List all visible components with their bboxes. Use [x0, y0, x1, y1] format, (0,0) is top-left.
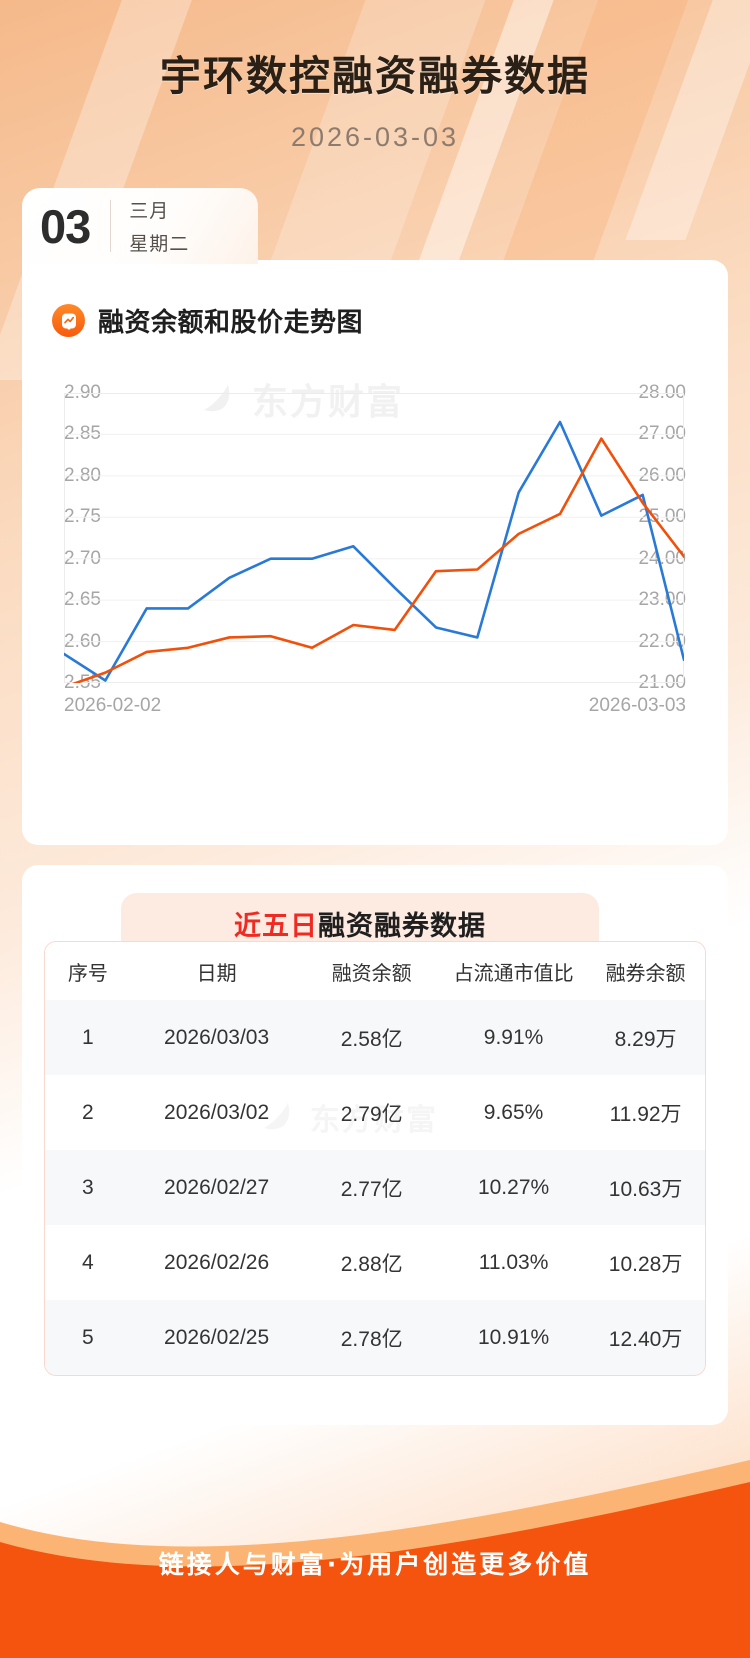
table-row[interactable]: 2 2026/03/02 2.79亿 9.65% 11.92万: [45, 1075, 705, 1150]
table-cell: 2026/03/02: [164, 1100, 270, 1124]
date-divider: [110, 200, 112, 252]
table-cell: 8.29万: [614, 1027, 677, 1051]
table-banner-text: 近五日融资融券数据: [234, 904, 486, 943]
x-axis-start-label: 2026-02-02: [64, 695, 162, 716]
table-cell: 2026/03/03: [164, 1025, 270, 1049]
chart-title: 融资余额和股价走势图: [98, 308, 364, 338]
date-weekday: 星期二: [129, 234, 190, 255]
chart-header: 融资余额和股价走势图: [22, 260, 728, 339]
table-row[interactable]: 1 2026/03/03 2.58亿 9.91% 8.29万: [45, 1000, 705, 1075]
table-cell: 2026/02/26: [164, 1250, 270, 1274]
table-cell: 2026/02/25: [164, 1325, 270, 1349]
table-row[interactable]: 3 2026/02/27 2.77亿 10.27% 10.63万: [45, 1150, 705, 1225]
chart-card: 融资余额和股价走势图 东方财富 2.90 2.85 2.80 2.75 2.70 2.65…: [22, 260, 728, 893]
y-axis-left-tick: 2.75: [64, 506, 101, 528]
y-axis-left-tick: 2.70: [64, 547, 101, 569]
table-cell: 11.03%: [478, 1250, 549, 1274]
column-header: 占流通市值比: [453, 962, 574, 985]
chart-plot-area: 东方财富 2.90 2.85 2.80 2.75 2.70 2.65 2.60 2.55 28…: [22, 367, 728, 893]
column-header: 融资余额: [331, 962, 412, 985]
table-row[interactable]: 5 2026/02/25 2.78亿 10.91% 12.40万: [45, 1300, 705, 1375]
date-card: 03 三月 星期二: [22, 188, 258, 264]
page-title: 宇环数控融资融券数据: [160, 52, 590, 100]
table-cell: 9.65%: [483, 1100, 544, 1124]
x-axis-labels: 2026-02-02 2026-03-03: [64, 695, 686, 717]
table-cell: 10.63万: [608, 1177, 683, 1201]
table-cell: 3: [82, 1175, 94, 1199]
y-axis-left-tick: 2.90: [64, 382, 101, 403]
table-cell: 9.91%: [483, 1025, 544, 1049]
footer-wave: [0, 1460, 750, 1658]
table-cell: 4: [82, 1250, 94, 1274]
table-cell: 2.78亿: [340, 1327, 403, 1351]
date-day-number: 03: [40, 199, 91, 253]
table-cell: 12.40万: [608, 1327, 683, 1351]
table-cell: 2.58亿: [340, 1027, 403, 1051]
table-cell: 2.88亿: [340, 1252, 403, 1276]
footer-slogan: 链接人与财富·为用户创造更多价值: [158, 1550, 592, 1579]
page-header: 宇环数控融资融券数据 2026-03-03: [0, 0, 750, 153]
y-axis-right-tick: 28.00: [638, 382, 686, 403]
table-cell: 2.79亿: [340, 1102, 403, 1126]
table-cell: 5: [82, 1325, 94, 1349]
y-axis-right-tick: 24.00: [638, 547, 686, 569]
date-month: 三月: [129, 201, 170, 222]
y-axis-right-tick: 27.00: [638, 423, 686, 445]
table-banner-rest: 融资融券数据: [318, 910, 486, 942]
y-axis-left-tick: 2.80: [64, 464, 101, 486]
table-cell: 2.77亿: [340, 1177, 403, 1201]
y-axis-right-tick: 26.00: [638, 464, 686, 486]
y-axis-left-tick: 2.60: [64, 630, 101, 652]
table-cell: 1: [82, 1025, 94, 1049]
column-header: 融券余额: [605, 962, 686, 985]
table-cell: 10.28万: [608, 1252, 683, 1276]
table-cell: 2: [82, 1100, 94, 1124]
table-banner-highlight: 近五日: [234, 910, 318, 942]
table-cell: 2026/02/27: [164, 1175, 270, 1199]
chart-badge-icon: [52, 304, 85, 337]
table-cell: 11.92万: [609, 1102, 682, 1126]
page-subtitle-date: 2026-03-03: [290, 122, 460, 152]
x-axis-end-label: 2026-03-03: [588, 695, 686, 716]
column-header: 序号: [67, 962, 108, 985]
margin-trading-table: 序号 日期 融资余额 占流通市值比 融券余额 1 2026/03/03 2.58亿 9.91% 8…: [44, 941, 706, 1376]
y-axis-left-tick: 2.85: [64, 423, 101, 445]
table-card: 近五日融资融券数据 序号 日期 融资余额 占流通市值比 融券余额 1 2026/03/03 2…: [22, 865, 728, 1425]
table-cell: 10.27%: [477, 1175, 550, 1199]
y-axis-left-tick: 2.65: [64, 589, 101, 611]
table-header-row: 序号 日期 融资余额 占流通市值比 融券余额: [45, 942, 705, 1000]
table-cell: 10.91%: [477, 1325, 550, 1349]
table-row[interactable]: 4 2026/02/26 2.88亿 11.03% 10.28万: [45, 1225, 705, 1300]
y-axis-right-tick: 23.00: [638, 589, 686, 611]
chart-canvas: [64, 393, 684, 683]
y-axis-right-tick: 22.00: [638, 630, 686, 652]
column-header: 日期: [196, 962, 237, 985]
